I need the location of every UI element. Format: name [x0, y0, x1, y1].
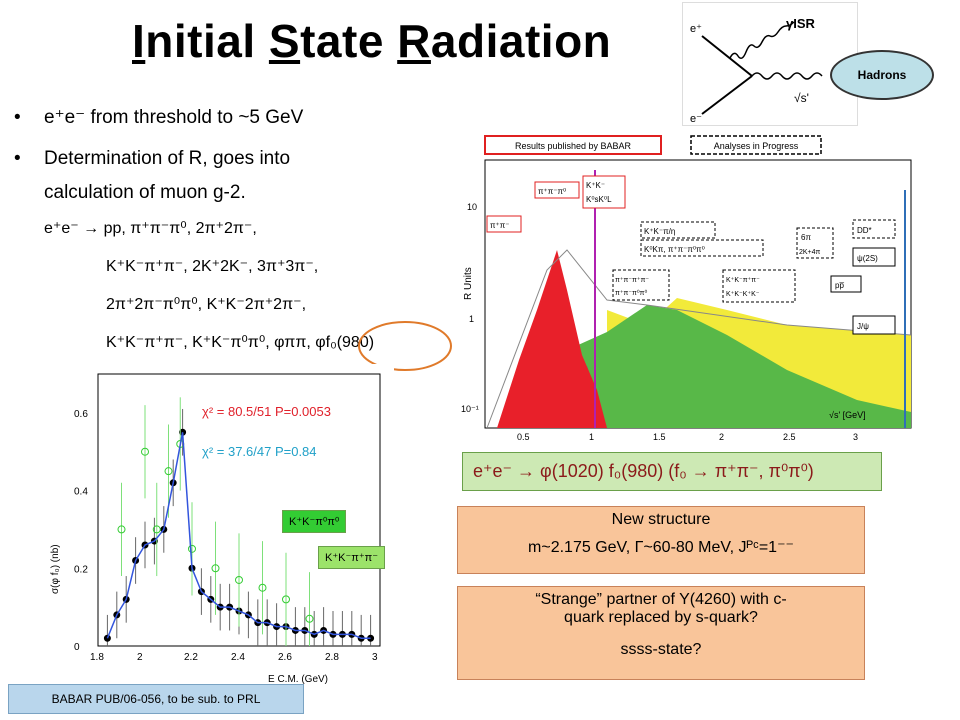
svg-text:10: 10	[467, 202, 477, 212]
positron-line	[701, 35, 753, 77]
svg-text:pp̅: pp̅	[835, 281, 845, 290]
svg-text:3: 3	[853, 432, 858, 442]
e-minus-label: e⁻	[690, 113, 702, 125]
xsec-xlabel: E C.M. (GeV)	[268, 674, 328, 684]
isr-photon	[729, 21, 795, 59]
data-point-neutral	[282, 595, 290, 604]
xsec-xtick: 2.2	[184, 652, 198, 663]
svg-text:π⁺π⁻: π⁺π⁻	[490, 221, 509, 230]
svg-text:ψ(2S): ψ(2S)	[857, 254, 878, 263]
data-point-neutral	[141, 447, 149, 456]
feynman-diagram: e⁺ e⁻ γISR √s'	[682, 2, 858, 126]
svg-text:2K+4π: 2K+4π	[799, 249, 821, 256]
svg-text:K⁺K⁻π⁺π⁻: K⁺K⁻π⁺π⁻	[726, 277, 760, 284]
bullet-determination: • Determination of R, goes into	[14, 148, 291, 169]
data-point-neutral	[164, 467, 173, 476]
xsec-ytick: 0.6	[74, 409, 88, 420]
r-plot-xlabel: √s' [GeV]	[829, 410, 866, 420]
data-point-neutral	[188, 544, 196, 553]
data-point-neutral	[211, 564, 220, 573]
xsec-marks	[103, 397, 375, 646]
bullet-dot: •	[14, 148, 21, 169]
svg-text:1: 1	[469, 314, 474, 324]
xsec-xtick: 3	[372, 652, 378, 663]
svg-text:DD*: DD*	[857, 226, 872, 235]
svg-text:Analyses in Progress: Analyses in Progress	[714, 141, 799, 151]
data-point-neutral	[152, 525, 161, 534]
fit-curve	[106, 432, 371, 639]
svg-text:K⁰sK⁰L: K⁰sK⁰L	[586, 195, 612, 204]
footer-reference: BABAR PUB/06-056, to be sub. to PRL	[8, 684, 304, 714]
svg-text:K⁺K⁻K⁺K⁻: K⁺K⁻K⁺K⁻	[726, 291, 760, 298]
xsec-xtick: 2.6	[278, 652, 292, 663]
new-structure-box: New structure m~2.175 GeV, Γ~60-80 MeV, …	[457, 506, 865, 574]
svg-text:6π: 6π	[801, 233, 811, 242]
process-line: K⁺K⁻π⁺π⁻, K⁺K⁻π⁰π⁰, φππ, φf₀(980)	[106, 334, 375, 351]
page-title: Initial State Radiation	[132, 15, 612, 67]
xsec-xtick: 2.4	[231, 652, 245, 663]
svg-text:π⁺π⁻π⁰: π⁺π⁻π⁰	[538, 187, 566, 196]
label-neutral: K⁺K⁻π⁰π⁰	[282, 510, 347, 533]
svg-text:2: 2	[719, 432, 724, 442]
hadrons-ellipse: Hadrons	[830, 50, 934, 100]
gamma-isr-label: γISR	[786, 16, 816, 31]
xsec-xtick: 1.8	[90, 652, 104, 663]
data-point-neutral	[305, 614, 314, 623]
svg-text:K⁺K⁻: K⁺K⁻	[586, 181, 605, 190]
legend-published	[484, 135, 662, 155]
xsec-ticks: 1.8 2 2.2 2.4 2.6 2.8 3 0 0.2 0.4 0.6	[74, 409, 378, 663]
bullet-dot: •	[14, 107, 21, 128]
svg-text:π⁺π⁻π⁺π⁻: π⁺π⁻π⁺π⁻	[615, 277, 649, 284]
svg-text:2.5: 2.5	[783, 432, 796, 442]
legend-progress	[690, 135, 822, 155]
svg-text:π⁺π⁻π⁰π⁰: π⁺π⁻π⁰π⁰	[615, 289, 648, 297]
data-point-neutral	[235, 575, 243, 584]
xsec-xtick: 2.8	[325, 652, 339, 663]
svg-text:J/ψ: J/ψ	[857, 322, 869, 331]
r-plot-ylabel: R Units	[463, 267, 474, 300]
data-point-neutral	[117, 525, 126, 534]
process-line: e⁺e⁻ → pp, π⁺π⁻π⁰, 2π⁺2π⁻,	[44, 220, 257, 237]
bullet-threshold: • e⁺e⁻ from threshold to ~5 GeV	[14, 107, 304, 128]
bullet-continuation: calculation of muon g-2.	[44, 182, 246, 203]
electron-line	[701, 75, 753, 115]
svg-text:1: 1	[589, 432, 594, 442]
r-ratio-plot: Results published by BABAR Analyses in P…	[457, 130, 921, 448]
svg-text:0.5: 0.5	[517, 432, 530, 442]
process-line: K⁺K⁻π⁺π⁻, 2K⁺2K⁻, 3π⁺3π⁻,	[106, 258, 319, 275]
svg-text:K⁰Kπ, π⁺π⁻π⁰π⁰: K⁰Kπ, π⁺π⁻π⁰π⁰	[644, 245, 705, 254]
svg-text:K⁺K⁻π/η: K⁺K⁻π/η	[644, 227, 675, 236]
xsec-ytick: 0.4	[74, 487, 88, 498]
chi2-cyan: χ² = 37.6/47 P=0.84	[202, 444, 317, 459]
svg-text:1.5: 1.5	[653, 432, 666, 442]
chi2-red: χ² = 80.5/51 P=0.0053	[202, 404, 331, 419]
virtual-photon	[751, 72, 823, 80]
process-line: 2π⁺2π⁻π⁰π⁰, K⁺K⁻2π⁺2π⁻,	[106, 296, 307, 313]
xsec-xtick: 2	[137, 652, 143, 663]
strange-partner-box: “Strange” partner of Y(4260) with c- qua…	[457, 586, 865, 680]
xsec-ytick: 0.2	[74, 564, 88, 575]
r-plot-areas	[486, 170, 912, 429]
reaction-label: e⁺e⁻ → φ(1020) f₀(980) (f₀ → π⁺π⁻, π⁰π⁰)	[462, 452, 882, 491]
xsec-ytick: 0	[74, 642, 80, 653]
e-plus-label: e⁺	[690, 23, 702, 35]
sqrt-s-label: √s'	[794, 91, 809, 105]
xsec-frame	[97, 373, 381, 647]
data-point-neutral	[258, 583, 267, 592]
svg-text:Results published by BABAR: Results published by BABAR	[515, 141, 632, 151]
xsec-ylabel: σ(φ f₀) (nb)	[50, 544, 61, 594]
highlight-ellipse	[358, 321, 452, 371]
label-charged: K⁺K⁻π⁺π⁻	[318, 546, 386, 569]
svg-text:10⁻¹: 10⁻¹	[461, 404, 479, 414]
